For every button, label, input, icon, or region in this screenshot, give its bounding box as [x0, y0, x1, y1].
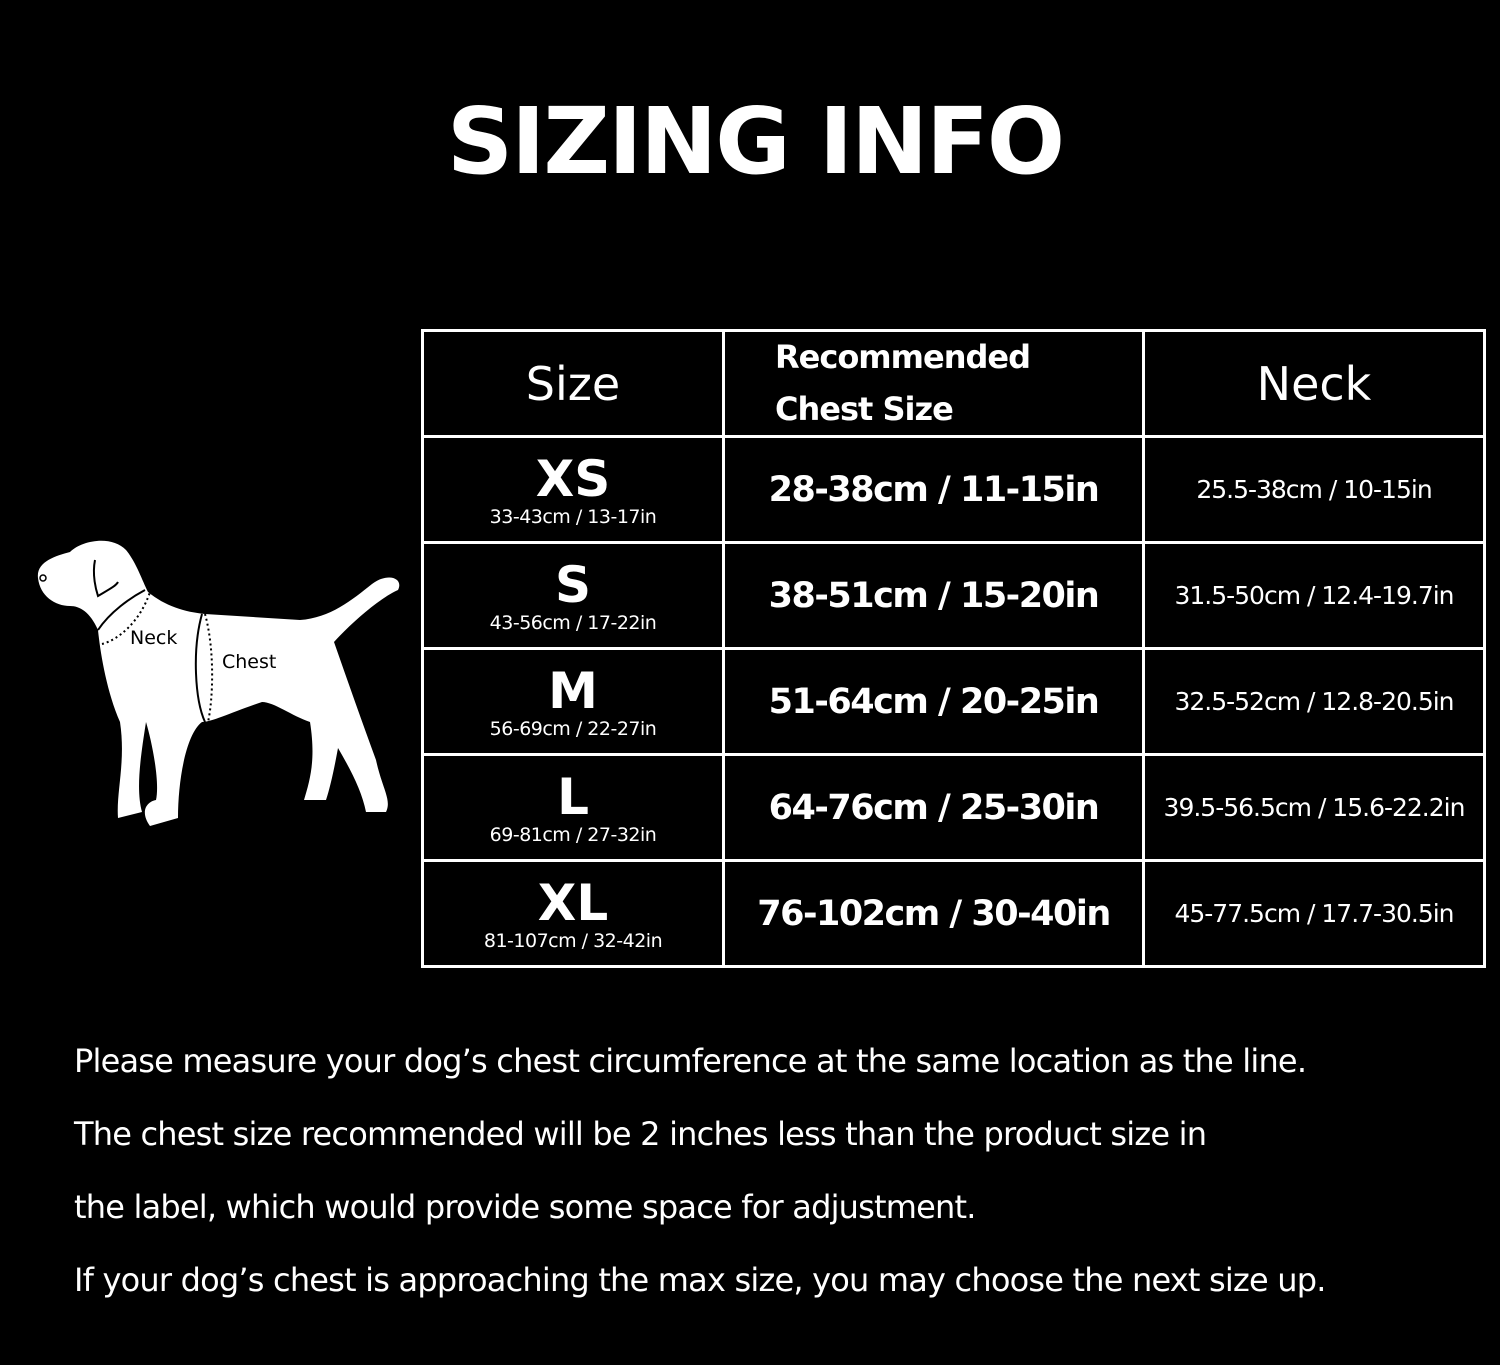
header-neck: Neck	[1142, 329, 1486, 438]
size-table: Size Recommended Chest Size Neck XS 33-43…	[421, 329, 1486, 968]
chest-label: Chest	[222, 651, 276, 673]
product-size: 56-69cm / 22-27in	[489, 717, 657, 740]
size-label: M	[548, 661, 598, 720]
size-cell: XS 33-43cm / 13-17in	[421, 435, 725, 544]
size-cell: M 56-69cm / 22-27in	[421, 647, 725, 756]
header-size: Size	[421, 329, 725, 438]
neck-cell: 45-77.5cm / 17.7-30.5in	[1142, 859, 1486, 968]
neck-cell: 39.5-56.5cm / 15.6-22.2in	[1142, 753, 1486, 862]
table-row: L 69-81cm / 27-32in 64-76cm / 25-30in 39.…	[421, 753, 1486, 862]
chest-cell: 64-76cm / 25-30in	[722, 753, 1145, 862]
measurement-notes: Please measure your dog’s chest circumfe…	[74, 1036, 1326, 1328]
size-cell: XL 81-107cm / 32-42in	[421, 859, 725, 968]
chest-cell: 28-38cm / 11-15in	[722, 435, 1145, 544]
size-cell: L 69-81cm / 27-32in	[421, 753, 725, 862]
note-line: If your dog’s chest is approaching the m…	[74, 1261, 1326, 1299]
size-label: S	[554, 555, 591, 614]
note-line: The chest size recommended will be 2 inc…	[74, 1115, 1207, 1153]
table-header-row: Size Recommended Chest Size Neck	[421, 329, 1486, 438]
neck-cell: 31.5-50cm / 12.4-19.7in	[1142, 541, 1486, 650]
note-line: the label, which would provide some spac…	[74, 1188, 976, 1226]
product-size: 43-56cm / 17-22in	[489, 611, 657, 634]
dog-measurement-illustration: Neck Chest	[37, 540, 400, 826]
header-chest-line1: Recommended	[775, 338, 1031, 377]
table-row: XS 33-43cm / 13-17in 28-38cm / 11-15in 25…	[421, 435, 1486, 544]
size-cell: S 43-56cm / 17-22in	[421, 541, 725, 650]
header-chest: Recommended Chest Size	[722, 329, 1145, 438]
chest-cell: 76-102cm / 30-40in	[722, 859, 1145, 968]
neck-cell: 25.5-38cm / 10-15in	[1142, 435, 1486, 544]
size-label: XS	[535, 449, 611, 508]
table-row: XL 81-107cm / 32-42in 76-102cm / 30-40in …	[421, 859, 1486, 968]
neck-cell: 32.5-52cm / 12.8-20.5in	[1142, 647, 1486, 756]
chest-cell: 51-64cm / 20-25in	[722, 647, 1145, 756]
table-row: M 56-69cm / 22-27in 51-64cm / 20-25in 32.…	[421, 647, 1486, 756]
table-row: S 43-56cm / 17-22in 38-51cm / 15-20in 31.…	[421, 541, 1486, 650]
header-chest-line2: Chest Size	[775, 389, 954, 428]
dog-silhouette	[37, 540, 400, 826]
page-title: SIZING INFO	[446, 88, 1065, 195]
size-label: L	[557, 767, 589, 826]
neck-label: Neck	[130, 627, 177, 649]
note-line: Please measure your dog’s chest circumfe…	[74, 1042, 1307, 1080]
product-size: 33-43cm / 13-17in	[489, 505, 657, 528]
product-size: 81-107cm / 32-42in	[483, 929, 663, 952]
product-size: 69-81cm / 27-32in	[489, 823, 657, 846]
size-label: XL	[537, 873, 609, 932]
chest-cell: 38-51cm / 15-20in	[722, 541, 1145, 650]
